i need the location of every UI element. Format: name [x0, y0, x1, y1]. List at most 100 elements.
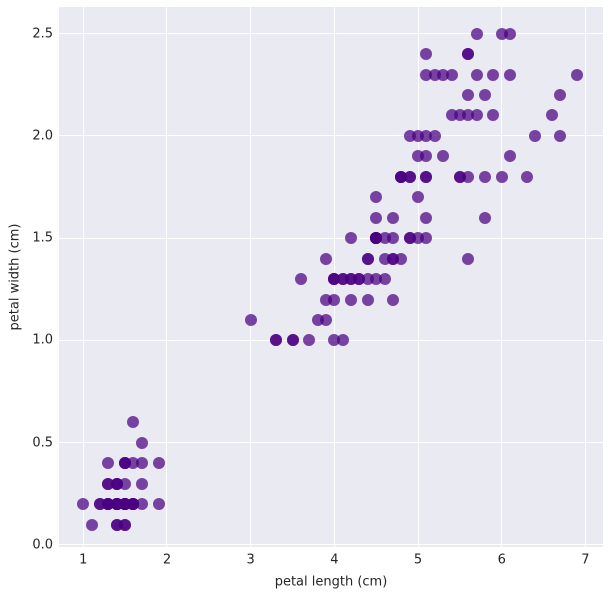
data-point [412, 191, 425, 204]
data-point [336, 273, 349, 286]
y-tick-label: 1.0 [32, 332, 53, 348]
data-point [345, 232, 358, 245]
data-point [412, 150, 425, 163]
x-axis-label: petal length (cm) [274, 574, 388, 590]
data-point [294, 273, 307, 286]
data-point [370, 211, 383, 224]
data-point [395, 170, 408, 183]
data-point [504, 27, 517, 40]
data-point [445, 109, 458, 122]
data-point [110, 518, 123, 531]
data-point [478, 211, 491, 224]
data-point [319, 252, 332, 265]
data-point [345, 293, 358, 306]
data-point [110, 477, 123, 490]
data-point [554, 88, 567, 101]
data-point [504, 150, 517, 163]
data-point [470, 27, 483, 40]
data-point [85, 518, 98, 531]
data-point [378, 273, 391, 286]
x-tick-label: 4 [330, 552, 339, 568]
data-point [386, 293, 399, 306]
data-point [445, 68, 458, 81]
y-axis-label: petal width (cm) [7, 223, 23, 331]
data-point [328, 293, 341, 306]
data-point [361, 273, 374, 286]
data-point [487, 68, 500, 81]
data-point [478, 170, 491, 183]
gridline-x-1 [82, 7, 84, 547]
x-tick-label: 7 [581, 552, 590, 568]
data-point [520, 170, 533, 183]
y-tick-label: 0.5 [32, 435, 53, 451]
data-point [420, 211, 433, 224]
data-point [286, 334, 299, 347]
data-point [336, 334, 349, 347]
gridline-x-3 [250, 7, 252, 547]
data-point [462, 88, 475, 101]
data-point [487, 109, 500, 122]
data-point [420, 232, 433, 245]
x-tick-label: 5 [413, 552, 423, 568]
data-point [119, 457, 132, 470]
data-point [386, 232, 399, 245]
data-point [378, 252, 391, 265]
gridline-x-7 [584, 7, 586, 547]
data-point [554, 129, 567, 142]
data-point [462, 252, 475, 265]
data-point [110, 498, 123, 511]
data-point [403, 170, 416, 183]
data-point [395, 252, 408, 265]
data-point [353, 273, 366, 286]
data-point [462, 48, 475, 61]
y-tick-label: 2.5 [32, 26, 53, 42]
data-point [135, 477, 148, 490]
data-point [152, 457, 165, 470]
x-tick-label: 1 [79, 552, 88, 568]
data-point [370, 191, 383, 204]
data-point [361, 252, 374, 265]
gridline-y-2.5 [59, 33, 603, 35]
y-tick-label: 1.5 [32, 230, 53, 246]
gridline-x-5 [417, 7, 419, 547]
data-point [462, 109, 475, 122]
data-point [571, 68, 584, 81]
x-tick-label: 3 [246, 552, 255, 568]
plot-area [59, 7, 603, 547]
data-point [386, 211, 399, 224]
gridline-y-2 [59, 135, 603, 137]
y-tick-label: 2.0 [32, 128, 53, 144]
data-point [102, 457, 115, 470]
data-point [453, 170, 466, 183]
data-point [370, 232, 383, 245]
data-point [361, 293, 374, 306]
data-point [504, 68, 517, 81]
x-tick-label: 6 [497, 552, 506, 568]
data-point [77, 498, 90, 511]
data-point [244, 313, 257, 326]
gridline-y-1.5 [59, 237, 603, 239]
gridline-y-0.5 [59, 442, 603, 444]
y-tick-label: 0.0 [32, 537, 53, 553]
gridline-x-2 [166, 7, 168, 547]
data-point [470, 68, 483, 81]
gridline-y-0 [59, 544, 603, 546]
data-point [135, 436, 148, 449]
x-tick-label: 2 [162, 552, 172, 568]
data-point [269, 334, 282, 347]
data-point [135, 457, 148, 470]
data-point [495, 170, 508, 183]
data-point [403, 129, 416, 142]
data-point [135, 498, 148, 511]
data-point [420, 48, 433, 61]
data-point [545, 109, 558, 122]
data-point [127, 416, 140, 429]
data-point [428, 68, 441, 81]
data-point [478, 88, 491, 101]
data-point [303, 334, 316, 347]
data-point [529, 129, 542, 142]
data-point [437, 150, 450, 163]
gridline-x-6 [501, 7, 503, 547]
data-point [152, 498, 165, 511]
